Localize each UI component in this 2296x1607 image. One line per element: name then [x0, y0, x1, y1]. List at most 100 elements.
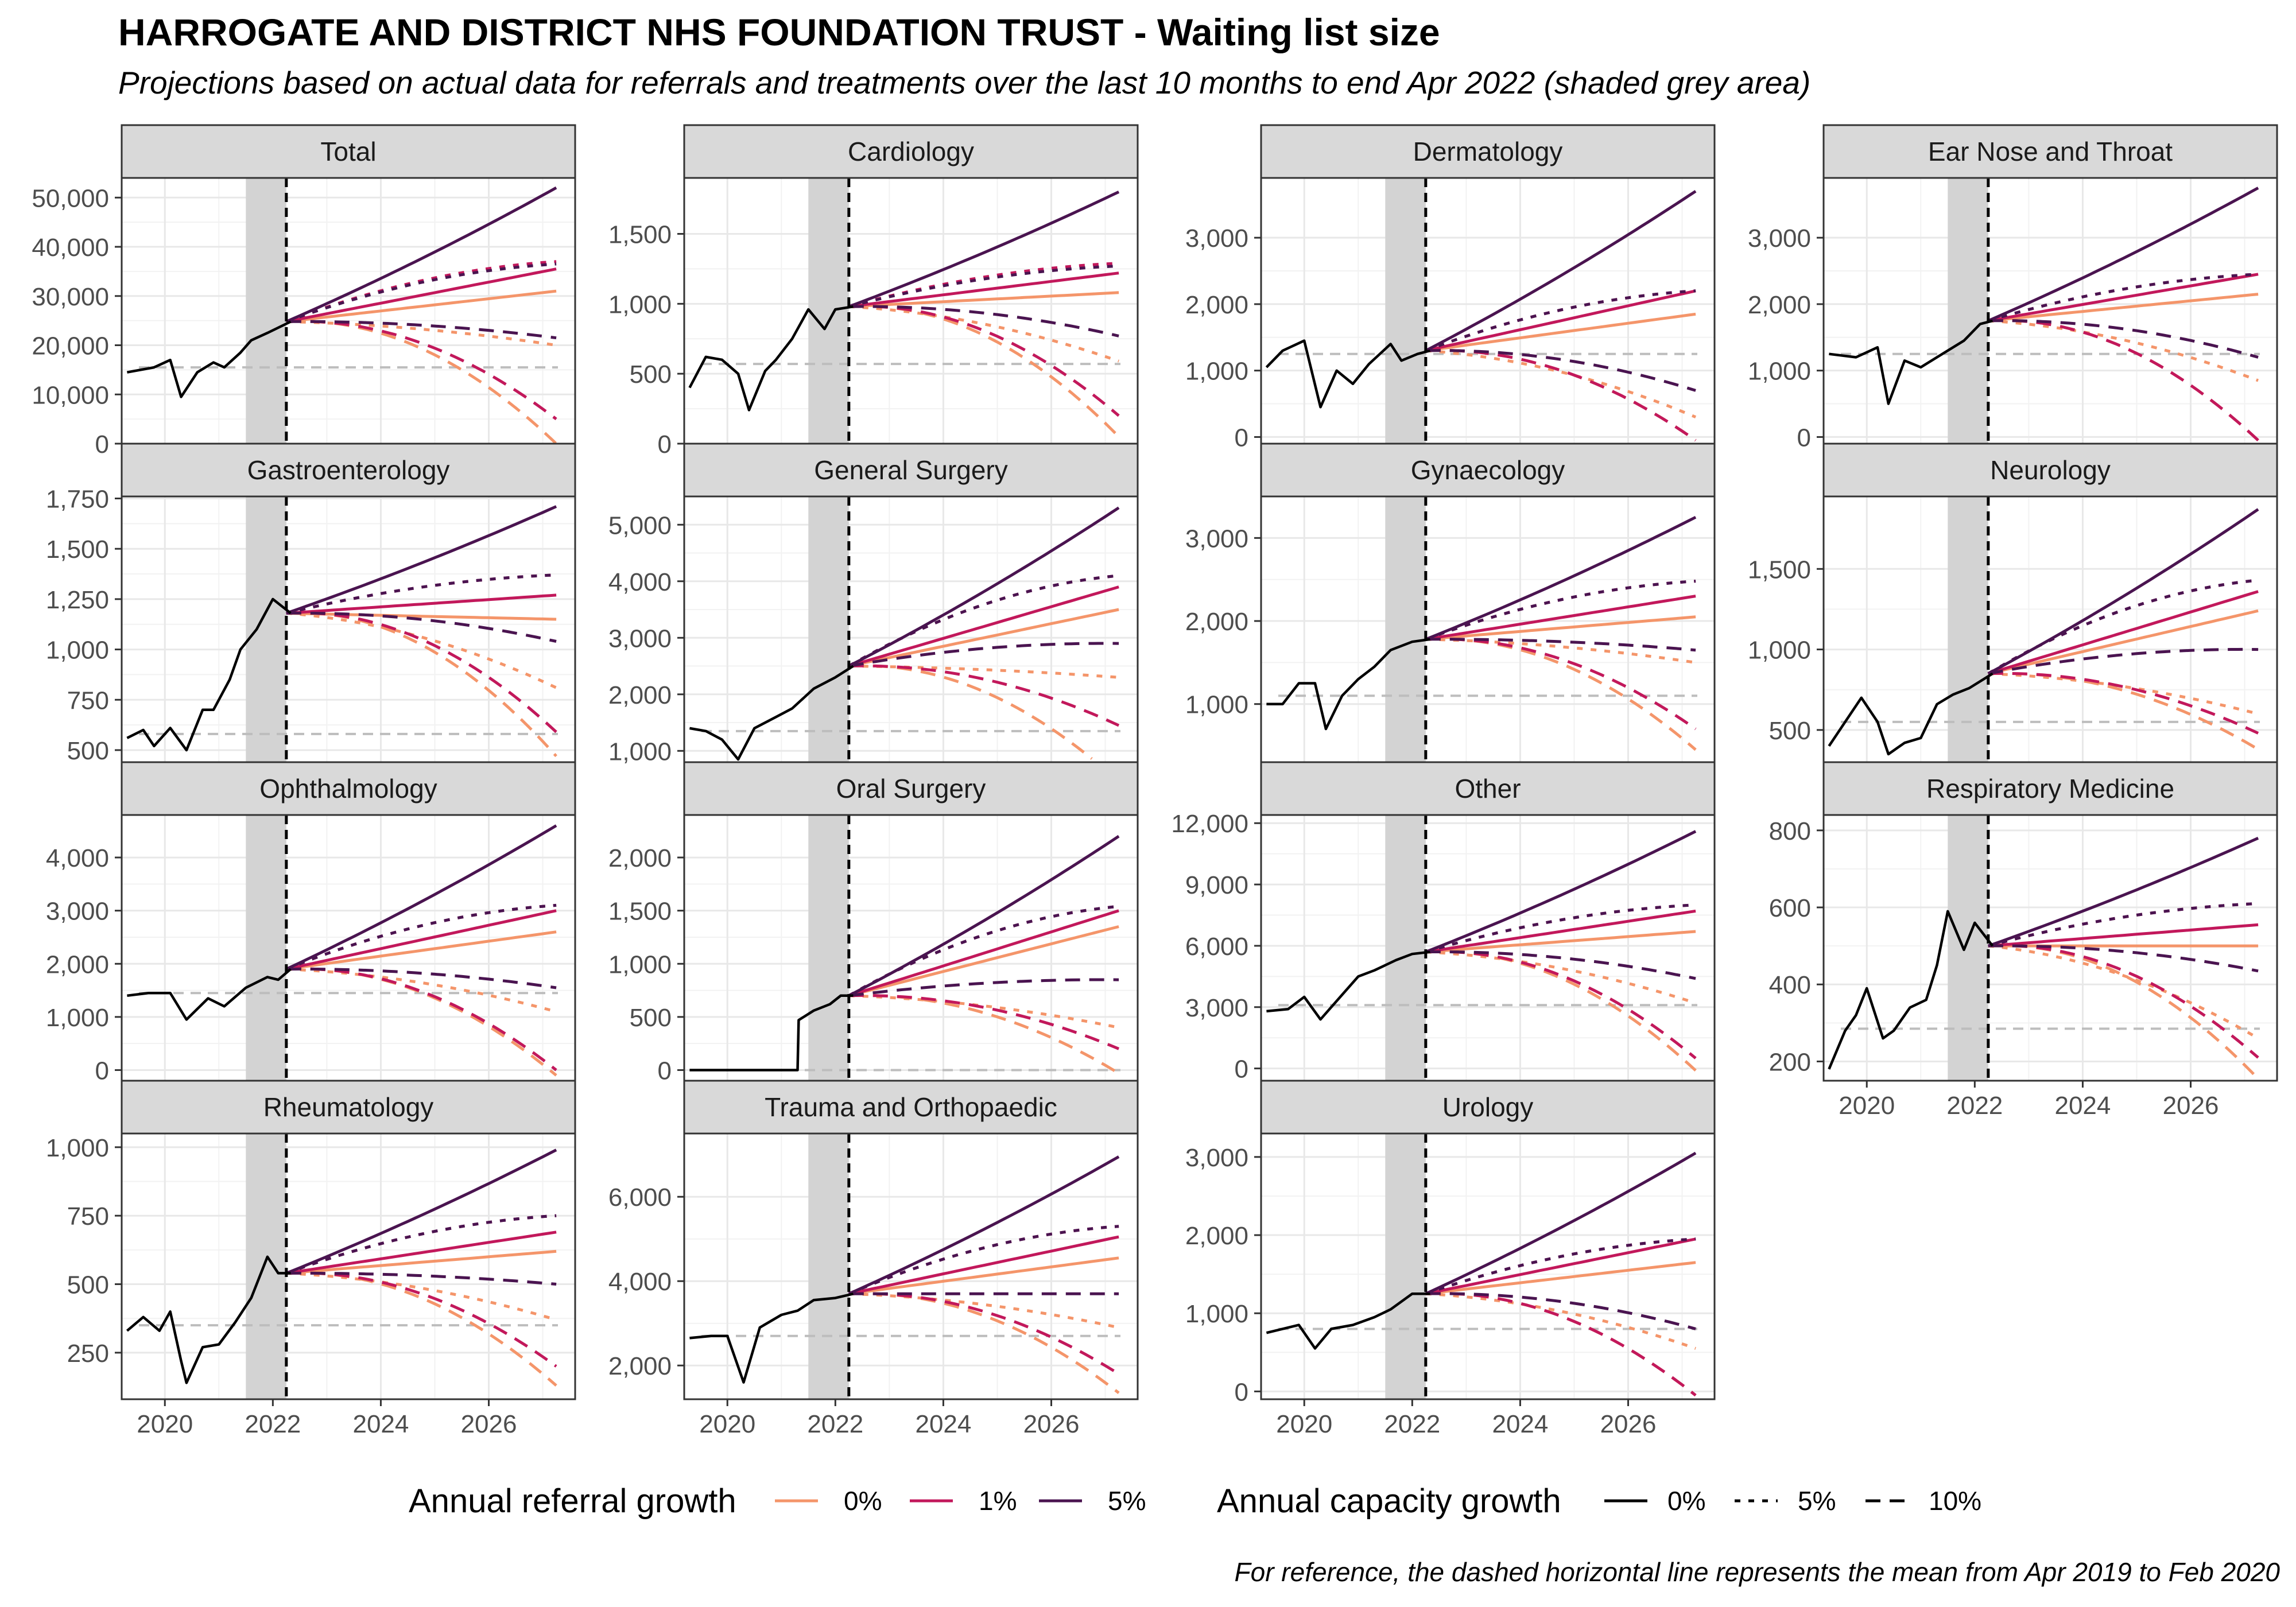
- x-tick-label: 2020: [137, 1410, 193, 1438]
- panel-cardiology: Cardiology 0 500 1,000 1,500: [608, 124, 1139, 459]
- y-tick-label: 2,000: [608, 1352, 672, 1380]
- shaded-period: [1385, 178, 1426, 444]
- y-tick-label: 2,000: [1748, 291, 1811, 319]
- x-tick-label: 2020: [1839, 1092, 1895, 1120]
- strip-label: Gynaecology: [1411, 455, 1565, 485]
- y-tick-label: 500: [67, 1271, 109, 1299]
- strip-other: [1260, 761, 1716, 816]
- projection-r5-c0: [1987, 508, 2259, 675]
- strip-label: Urology: [1442, 1092, 1534, 1122]
- strip-gynaecology: [1260, 442, 1716, 498]
- y-tick-label: 1,000: [608, 290, 672, 319]
- strip-label: Cardiology: [848, 137, 974, 166]
- strip-label: Neurology: [1990, 455, 2111, 485]
- projection-r0-c0: [1425, 930, 1696, 954]
- y-tick-label: 1,500: [608, 898, 672, 926]
- page-subtitle: Projections based on actual data for ref…: [118, 65, 1811, 100]
- y-tick-label: 5,000: [608, 511, 672, 539]
- panel-trauma-and-orthopaedic: Trauma and Orthopaedic 2,000 4,000 6,000 202…: [608, 1080, 1139, 1438]
- panel-urology: Urology 0 1,000 2,000 3,000 2020 2022 2024 2026: [1185, 1080, 1716, 1438]
- projection-r0-c0: [1425, 1261, 1696, 1295]
- y-tick-label: 0: [1235, 1378, 1248, 1406]
- x-tick-label: 2022: [245, 1410, 301, 1438]
- y-tick-label: 9,000: [1185, 871, 1248, 899]
- actual-series: [689, 665, 854, 761]
- panel-background: [1261, 178, 1715, 444]
- panel-neurology: Neurology 500 1,000 1,500: [1748, 442, 2278, 769]
- actual-series: [1266, 1292, 1430, 1350]
- y-tick-label: 0: [95, 1057, 109, 1085]
- projection-r5-c0: [1987, 187, 2259, 323]
- actual-series: [126, 320, 292, 398]
- projection-r1-c10: [286, 611, 557, 733]
- x-tick-label: 2026: [1600, 1410, 1657, 1438]
- projection-r5-c10: [848, 305, 1119, 337]
- strip-ophthalmology: [121, 761, 576, 816]
- actual-series: [1829, 319, 1993, 405]
- strip-total: [121, 124, 576, 179]
- panel-respiratory-medicine: Respiratory Medicine 200 400 600 800 2020 2022…: [1769, 761, 2278, 1120]
- y-tick-label: 1,000: [1748, 358, 1811, 386]
- strip-urology: [1260, 1080, 1716, 1135]
- projection-r5-c10: [1988, 647, 2259, 676]
- x-tick-label: 2026: [1023, 1410, 1080, 1438]
- legend-referral-label: 5%: [1108, 1486, 1146, 1516]
- projection-r5-c5: [1425, 1237, 1696, 1295]
- strip-label: Oral Surgery: [836, 774, 986, 804]
- shaded-period: [808, 1134, 849, 1399]
- projection-r0-c0: [1425, 312, 1696, 352]
- strip-trauma-and-orthopaedic: [683, 1080, 1139, 1135]
- y-tick-label: 500: [630, 360, 672, 389]
- projection-r1-c0: [286, 267, 557, 323]
- shaded-period: [246, 1134, 286, 1399]
- y-tick-label: 1,000: [608, 950, 672, 979]
- projection-r1-c5: [285, 260, 557, 323]
- panel-background: [684, 496, 1138, 762]
- panel-background: [1261, 1134, 1715, 1399]
- shaded-period: [246, 178, 286, 444]
- actual-series: [689, 1292, 854, 1384]
- strip-label: Dermatology: [1413, 137, 1563, 166]
- y-tick-label: 1,000: [1185, 1300, 1248, 1328]
- projection-r0-c0: [286, 930, 557, 971]
- projection-r5-c5: [285, 1214, 557, 1275]
- panel-ophthalmology: Ophthalmology 0 1,000 2,000 3,000 4,000: [46, 761, 576, 1088]
- panel-other: Other 0 3,000 6,000 9,000 12,000: [1171, 761, 1716, 1088]
- y-tick-label: 200: [1769, 1048, 1811, 1076]
- projection-r0-c0: [848, 925, 1119, 997]
- legend-referral-label: 1%: [979, 1486, 1017, 1516]
- y-tick-label: 2,000: [608, 844, 672, 872]
- panel-background: [122, 496, 575, 762]
- actual-series: [126, 1255, 291, 1384]
- projection-r5-c5: [1425, 580, 1696, 641]
- projection-r5-c0: [848, 1155, 1120, 1295]
- projection-r5-c0: [285, 1148, 557, 1275]
- projection-r0-c10: [1425, 950, 1697, 1072]
- projection-r5-c10: [848, 642, 1119, 667]
- projection-r1-c0: [1988, 923, 2259, 948]
- y-tick-label: 2,000: [1185, 608, 1248, 636]
- projection-r0-c5: [1425, 638, 1696, 664]
- y-tick-label: 6,000: [608, 1183, 672, 1212]
- strip-respiratory-medicine: [1822, 761, 2278, 816]
- projection-r5-c0: [285, 824, 557, 971]
- projection-r5-c10: [286, 611, 557, 643]
- y-tick-label: 500: [67, 737, 109, 765]
- y-tick-label: 1,000: [608, 737, 672, 766]
- y-tick-label: 400: [1769, 971, 1811, 999]
- y-tick-label: 500: [1769, 717, 1811, 745]
- actual-series: [689, 994, 854, 1072]
- projection-r1-c0: [848, 271, 1119, 308]
- y-tick-label: 40,000: [32, 234, 109, 262]
- projection-r5-c5: [285, 903, 557, 971]
- x-tick-label: 2020: [1276, 1410, 1332, 1438]
- projection-r1-c0: [286, 909, 557, 971]
- x-tick-label: 2022: [1384, 1410, 1440, 1438]
- shaded-period: [1948, 178, 1988, 444]
- projection-r1-c0: [848, 1235, 1119, 1295]
- y-tick-label: 50,000: [32, 184, 109, 212]
- x-tick-label: 2026: [2163, 1092, 2219, 1120]
- projection-r1-c0: [1988, 273, 2259, 323]
- projection-r5-c10: [1425, 950, 1696, 980]
